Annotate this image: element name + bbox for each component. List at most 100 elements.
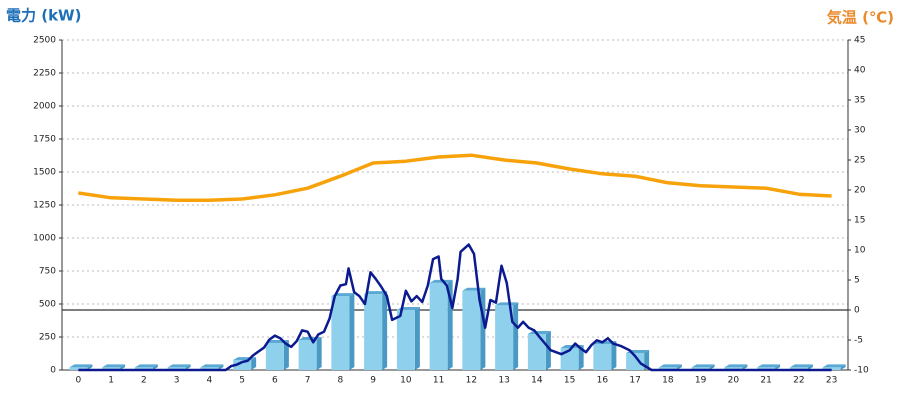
bar [429,282,448,370]
y2-tick-label: 25 [854,156,865,166]
bar [233,360,252,370]
x-tick-label: 21 [760,376,771,386]
bar [789,367,808,370]
x-tick-label: 0 [76,376,82,386]
bar-top [364,291,388,295]
temperature-line [78,153,832,202]
bar [364,294,383,370]
bar-top [757,364,781,368]
bar [331,296,350,370]
x-tick-label: 19 [695,376,707,386]
y2-tick-label: 20 [854,186,866,196]
bar-side [251,357,257,370]
bar-top [691,364,715,368]
bar-top [658,364,682,368]
bar-top [167,364,191,368]
bar-top [200,364,224,368]
bar [462,290,481,370]
bar-side [611,340,617,370]
bar-top [822,364,846,368]
y2-tick-label: 40 [854,66,866,76]
y-tick-label: 2500 [33,36,56,46]
bar [757,367,776,370]
bar-side [120,364,126,370]
bar [69,367,88,370]
y-tick-label: 2250 [33,69,56,79]
bar [495,305,514,370]
y2-tick-label: -5 [854,336,863,346]
bar-side [414,306,420,370]
bar [822,367,841,370]
x-tick-label: 15 [564,376,575,386]
bar-side [742,364,748,370]
bar [134,367,153,370]
x-tick-label: 17 [629,376,640,386]
x-tick-label: 16 [597,376,609,386]
bar-top [102,364,126,368]
bar-side [185,364,191,370]
y2-tick-label: 15 [854,216,865,226]
bar [396,309,415,370]
bar [691,367,710,370]
x-tick-label: 13 [498,376,509,386]
bar-top [134,364,158,368]
y-tick-label: 1000 [33,234,56,244]
bar-top [724,364,748,368]
y2-tick-label: 35 [854,96,865,106]
bar-top [462,287,486,291]
bar [265,342,284,370]
bar-side [349,293,355,370]
y-tick-label: 2000 [33,102,56,112]
bar-side [578,344,584,370]
bar [527,333,546,370]
x-tick-label: 12 [466,376,477,386]
x-tick-label: 2 [141,376,147,386]
y2-tick-label: 30 [854,126,866,136]
bar-side [87,364,93,370]
y-tick-label: 1500 [33,168,56,178]
bar-top [69,364,93,368]
y2-tick-label: 10 [854,246,866,256]
bar-side [840,364,846,370]
bar-side [152,364,158,370]
power-line [78,243,832,372]
bar-side [709,364,715,370]
bar-side [807,364,813,370]
x-tick-label: 23 [826,376,837,386]
bar-top [495,302,519,306]
bar-side [676,364,682,370]
y-tick-label: 0 [50,366,56,376]
bar-side [775,364,781,370]
bar-top [789,364,813,368]
bar [658,367,677,370]
bar-side [513,302,519,370]
y2-tick-label: 0 [854,306,860,316]
y-tick-label: 1250 [33,201,56,211]
y2-tick-label: 5 [854,276,860,286]
bar-side [218,364,224,370]
bar-side [316,337,322,370]
x-tick-label: 9 [370,376,376,386]
bar-side [545,330,551,370]
x-tick-label: 3 [174,376,180,386]
x-tick-label: 22 [793,376,804,386]
y-tick-label: 1750 [33,135,56,145]
x-tick-label: 5 [239,376,245,386]
x-tick-label: 7 [305,376,311,386]
bar [626,352,645,370]
y-tick-label: 750 [39,267,56,277]
x-tick-label: 11 [433,376,444,386]
bar-top [527,330,551,334]
bar [724,367,743,370]
y-tick-label: 500 [39,300,56,310]
bar-side [382,291,388,370]
y2-tick-label: 45 [854,36,865,46]
bar [200,367,219,370]
bar [298,340,317,370]
bar [167,367,186,370]
y2-tick-label: -10 [854,366,869,376]
x-tick-label: 8 [338,376,344,386]
y2-title: 気温 (℃) [827,9,894,27]
x-tick-label: 1 [108,376,114,386]
